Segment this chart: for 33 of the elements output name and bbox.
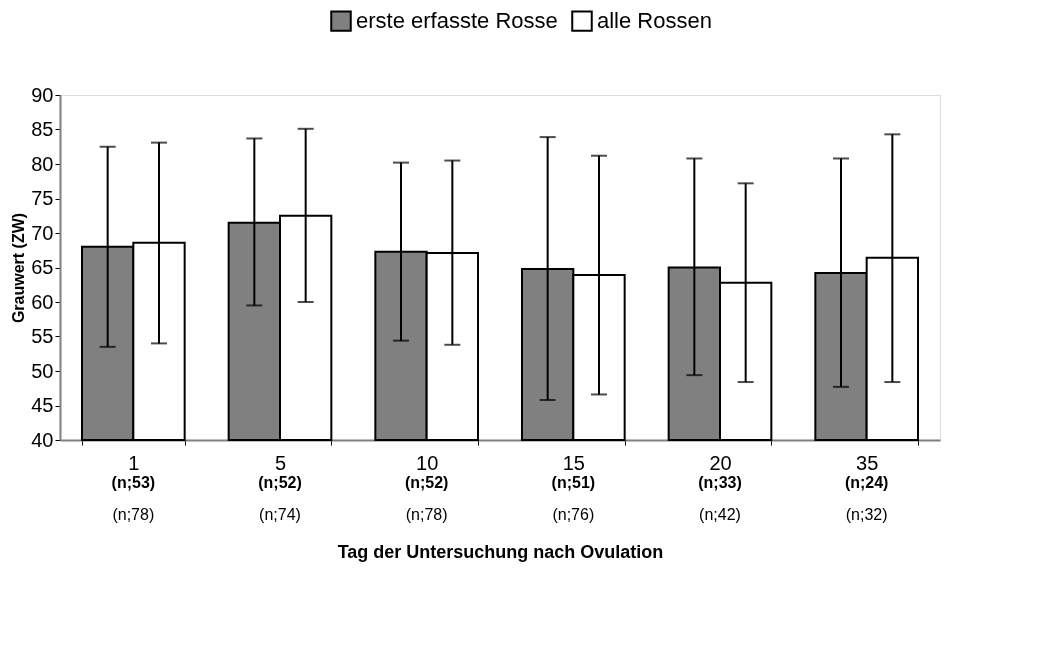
text: (n;42) [699, 506, 741, 523]
x-tick-label: 35 [856, 451, 879, 474]
y-tick-label: 85 [31, 118, 54, 140]
x-tick-label: 1 [128, 451, 140, 474]
legend-label: erste erfasste Rosse [356, 8, 558, 34]
y-tick-label: 50 [31, 359, 54, 382]
text: (n;76) [552, 506, 595, 523]
y-tick-label: 60 [31, 290, 54, 313]
text: (n;33) [698, 474, 742, 491]
x-tick-label: 15 [562, 451, 585, 474]
text: (n;78) [112, 506, 155, 523]
x-axis-title: Tag der Untersuchung nach Ovulation [337, 541, 664, 562]
text: (n;51) [551, 474, 596, 491]
text: (n;32) [845, 506, 888, 523]
text: (n;52) [258, 474, 302, 491]
y-tick-label: 80 [31, 152, 54, 175]
x-tick-label: 20 [709, 451, 732, 474]
text: (n;78) [405, 506, 448, 523]
x-tick-label: 10 [416, 451, 439, 474]
y-tick-label: 75 [31, 187, 54, 209]
y-tick-label: 70 [31, 221, 54, 244]
legend-label: alle Rossen [597, 8, 712, 34]
y-axis-title: Grauwert (ZW) [10, 212, 28, 324]
x-tick-label: 5 [274, 451, 287, 474]
text: (n;74) [259, 506, 301, 523]
y-tick-label: 55 [31, 325, 54, 347]
y-tick-label: 45 [31, 394, 54, 416]
y-tick-label: 65 [31, 256, 54, 278]
text: (n;24) [844, 474, 889, 491]
text: (n;52) [404, 474, 449, 491]
y-tick-label: 90 [31, 83, 54, 106]
y-tick-label: 40 [31, 428, 54, 451]
text: (n;53) [111, 474, 156, 491]
